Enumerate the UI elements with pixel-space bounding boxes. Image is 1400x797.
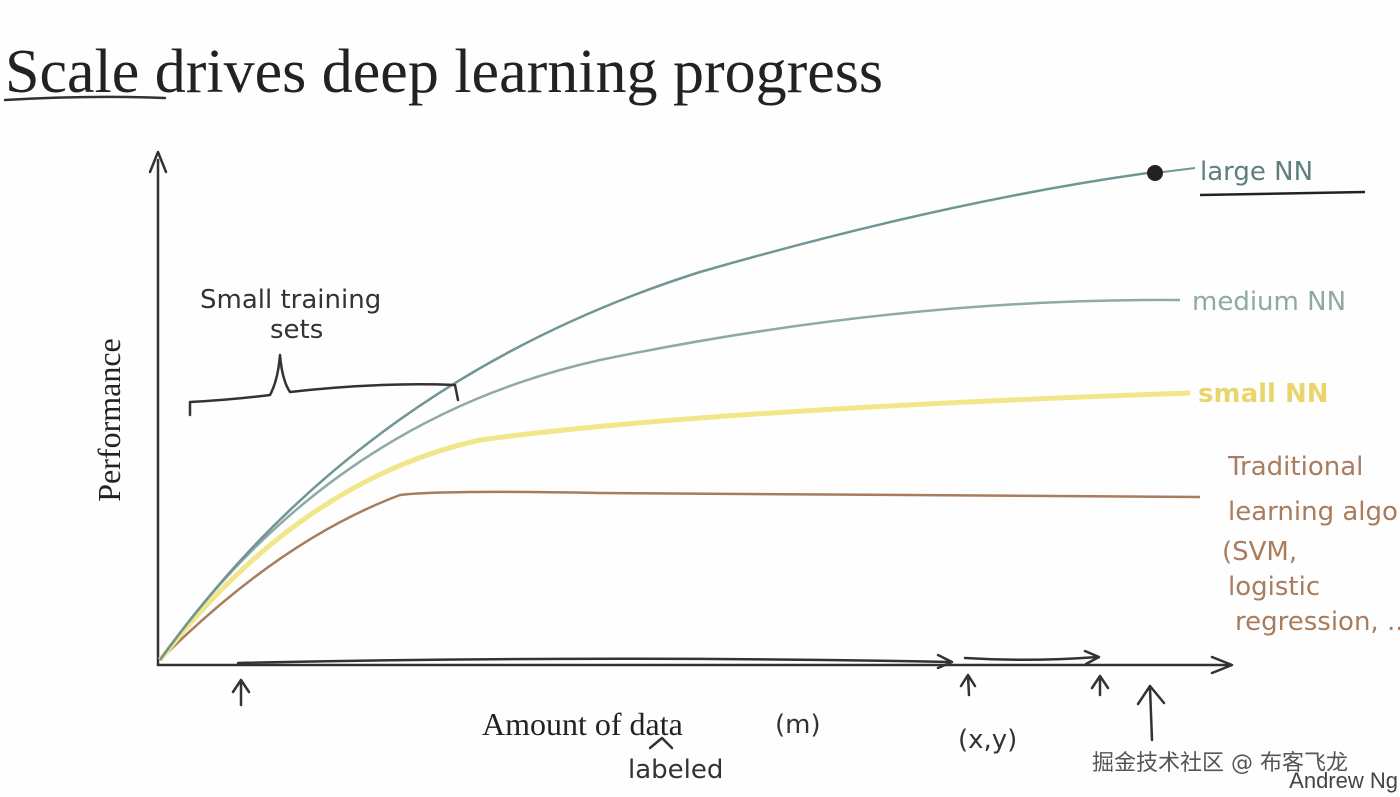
- up-arrow: [231, 678, 251, 707]
- x-axis-unit: (m): [775, 710, 821, 740]
- x-axis: [156, 655, 1234, 675]
- curve-end-dot: [1147, 165, 1163, 181]
- author: Andrew Ng: [1289, 768, 1398, 793]
- slide-title: Scale drives deep learning progress: [5, 38, 883, 106]
- y-axis: [148, 150, 168, 667]
- traditional-curve: [159, 490, 1201, 661]
- small-nn-curve: [158, 390, 1191, 662]
- curve-label: Traditional: [1227, 452, 1363, 482]
- annotation: Small training: [200, 285, 381, 315]
- curve-label: regression, ...): [1235, 607, 1400, 637]
- data-arrow: [963, 649, 1101, 666]
- traditional-label: Traditional learning algo (SVM, logistic…: [1222, 452, 1400, 637]
- leader-line: [1162, 167, 1196, 173]
- x-axis-label: Amount of data: [482, 706, 683, 742]
- curve-label: medium NN: [1192, 287, 1346, 317]
- curve-label: learning algo: [1228, 497, 1398, 527]
- pair-label: (x,y): [958, 725, 1017, 755]
- curve-label: logistic: [1228, 572, 1320, 602]
- caret: [648, 736, 674, 750]
- curve-label: (SVM,: [1222, 537, 1297, 567]
- brace: [188, 353, 460, 417]
- up-arrow: [1136, 684, 1166, 742]
- x-axis-note: labeled: [628, 755, 723, 785]
- label-underline: [1199, 190, 1366, 197]
- medium-nn-curve: [158, 298, 1181, 661]
- large-nn-curve: [158, 170, 1156, 661]
- y-axis-label: Performance: [91, 338, 127, 501]
- watermark: 掘金技术社区 @ 布客飞龙: [1092, 751, 1348, 776]
- data-arrow: [236, 653, 954, 670]
- up-arrow: [959, 673, 977, 697]
- up-arrow: [1090, 674, 1110, 697]
- curve-label: small NN: [1198, 379, 1329, 409]
- annotation: sets: [270, 315, 323, 345]
- curve-label: large NN: [1200, 157, 1313, 187]
- title-underline: [3, 95, 167, 102]
